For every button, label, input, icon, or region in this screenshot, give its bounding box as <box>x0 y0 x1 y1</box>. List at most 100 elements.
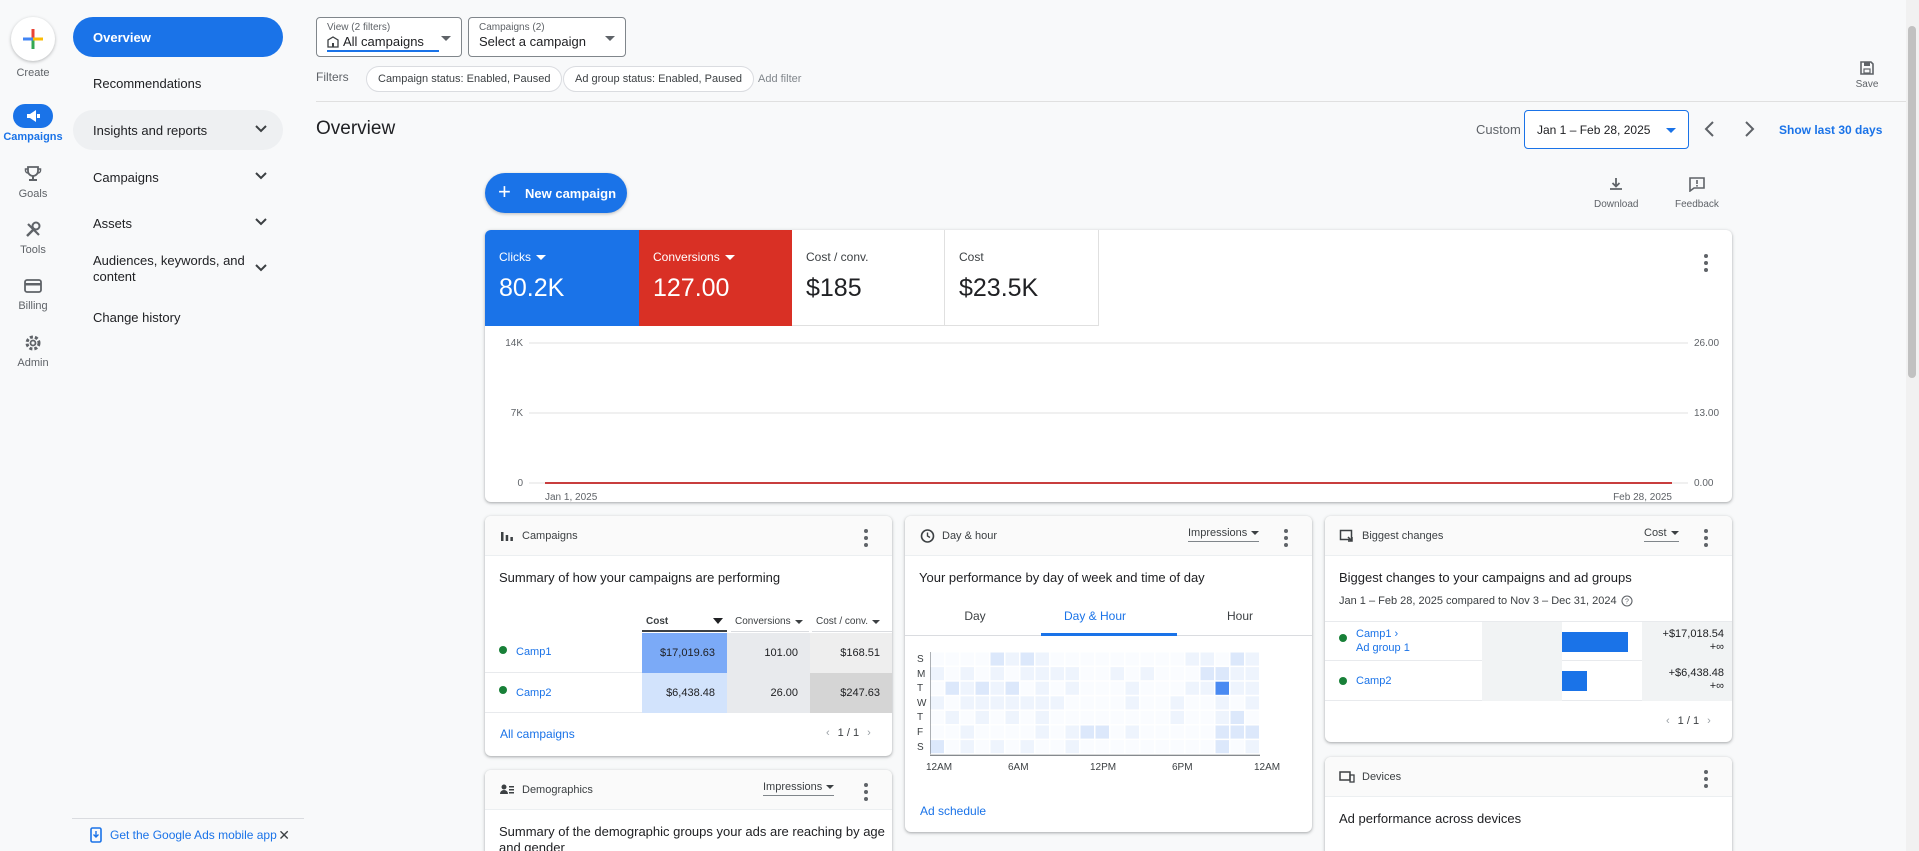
conversions-column-header[interactable]: Conversions <box>731 612 809 632</box>
mobile-app-link[interactable]: Get the Google Ads mobile app <box>110 828 277 842</box>
create-button[interactable] <box>11 17 55 61</box>
cost-metric-tile[interactable]: Cost $23.5K <box>945 230 1099 326</box>
heatmap-cell <box>1110 667 1124 681</box>
new-campaign-button[interactable]: + New campaign <box>485 173 627 213</box>
close-icon[interactable]: ✕ <box>278 826 290 843</box>
chevron-left-icon[interactable]: ‹ <box>826 727 830 739</box>
sidebar-item-campaigns[interactable]: Campaigns <box>73 157 283 197</box>
cost-per-conv-metric-tile[interactable]: Cost / conv. $185 <box>792 230 945 326</box>
mobile-app-banner[interactable]: Get the Google Ads mobile app ✕ <box>72 818 304 851</box>
heatmap-cell <box>1170 710 1184 724</box>
previous-period-icon[interactable] <box>1702 120 1718 138</box>
heatmap-cell <box>1245 667 1259 681</box>
credit-card-icon[interactable] <box>21 275 45 297</box>
metric-dropdown[interactable]: Impressions <box>763 781 835 796</box>
metric-dropdown[interactable]: Impressions <box>1188 527 1260 542</box>
heatmap-cell <box>1095 710 1109 724</box>
more-options-icon[interactable] <box>864 529 868 547</box>
all-campaigns-link[interactable]: All campaigns <box>500 727 575 741</box>
campaign-selector[interactable]: Campaigns (2) Select a campaign <box>468 17 626 57</box>
show-last-30-days-link[interactable]: Show last 30 days <box>1779 123 1883 137</box>
hour-label: 12AM <box>926 762 953 773</box>
conversions-metric-tile[interactable]: Conversions 127.00 <box>639 230 792 326</box>
bar-track-positive <box>1562 622 1642 662</box>
chevron-down-icon <box>255 264 267 272</box>
sidebar-item-recommendations[interactable]: Recommendations <box>73 63 283 103</box>
tab-day-hour[interactable]: Day & Hour <box>1063 609 1127 623</box>
more-options-icon[interactable] <box>1704 254 1708 272</box>
day-hour-card-header: Day & hour Impressions <box>905 516 1312 556</box>
cost-column-header[interactable]: Cost <box>642 612 727 632</box>
heatmap-cell <box>1050 710 1064 724</box>
heatmap-cell <box>975 667 989 681</box>
chevron-right-icon[interactable]: › <box>1707 715 1711 727</box>
scrollbar-track[interactable] <box>1906 0 1919 851</box>
hour-label: 6AM <box>1008 762 1029 773</box>
devices-card: Devices Ad performance across devices <box>1325 757 1732 851</box>
scrollbar-thumb[interactable] <box>1908 26 1916 378</box>
heatmap-cell <box>1200 710 1214 724</box>
tab-hour[interactable]: Hour <box>1226 609 1253 623</box>
day-label: M <box>917 668 926 680</box>
dropdown-value: Impressions <box>763 781 823 793</box>
status-enabled-dot <box>1339 677 1347 685</box>
heatmap-cell <box>1035 710 1049 724</box>
heatmap-cell <box>1215 696 1229 710</box>
heatmap-cell <box>930 725 944 739</box>
people-icon <box>500 784 514 794</box>
campaign-link[interactable]: Camp2 <box>516 687 552 699</box>
status-enabled-dot <box>499 646 507 654</box>
cost-per-conv-value: $185 <box>806 274 862 302</box>
more-options-icon[interactable] <box>864 783 868 801</box>
tab-day[interactable]: Day <box>964 609 986 623</box>
ad-schedule-link[interactable]: Ad schedule <box>920 804 987 818</box>
campaign-status-filter-chip[interactable]: Campaign status: Enabled, Paused <box>366 66 563 92</box>
clicks-metric-tile[interactable]: Clicks 80.2K <box>485 230 639 326</box>
campaign-link[interactable]: Camp2 <box>1356 675 1392 687</box>
sidebar-item-change-history[interactable]: Change history <box>73 297 283 337</box>
dropdown-value: Impressions <box>1188 527 1248 539</box>
table-row[interactable]: Camp2 $6,438.48 26.00 $247.63 <box>485 673 892 713</box>
more-options-icon[interactable] <box>1284 529 1288 547</box>
campaign-link[interactable]: Camp1 › <box>1356 628 1399 640</box>
chevron-left-icon[interactable]: ‹ <box>1666 715 1670 727</box>
date-range-picker[interactable]: Jan 1 – Feb 28, 2025 <box>1524 110 1689 149</box>
tools-icon[interactable] <box>21 219 45 241</box>
campaigns-rail-button[interactable] <box>13 104 53 128</box>
chevron-right-icon[interactable]: › <box>867 727 871 739</box>
view-selector[interactable]: View (2 filters) All campaigns <box>316 17 462 57</box>
table-row[interactable]: Camp2 +$6,438.48 +∞ <box>1325 661 1732 701</box>
sidebar-item-insights[interactable]: Insights and reports <box>73 110 283 150</box>
sidebar-item-audiences[interactable]: Audiences, keywords, and content <box>73 247 283 291</box>
change-bar <box>1562 632 1628 652</box>
compare-icon <box>1339 529 1353 542</box>
gear-icon[interactable] <box>21 332 45 354</box>
ad-group-status-filter-chip[interactable]: Ad group status: Enabled, Paused <box>563 66 754 92</box>
metric-dropdown[interactable]: Cost <box>1644 527 1679 542</box>
more-options-icon[interactable] <box>1704 529 1708 547</box>
add-filter-button[interactable]: Add filter <box>758 73 802 85</box>
trophy-icon[interactable] <box>21 163 45 185</box>
help-icon[interactable]: ? <box>1621 595 1633 607</box>
download-button[interactable]: Download <box>1594 176 1638 210</box>
heatmap-cell <box>1110 681 1124 695</box>
sidebar-item-assets[interactable]: Assets <box>73 203 283 243</box>
dropdown-value: Cost <box>1644 527 1667 539</box>
save-button[interactable]: Save <box>1854 60 1880 90</box>
heatmap-cell <box>1050 652 1064 666</box>
feedback-button[interactable]: Feedback <box>1675 176 1719 210</box>
column-header-label: Cost <box>646 615 669 627</box>
more-options-icon[interactable] <box>1704 770 1708 788</box>
heatmap-cell <box>1110 696 1124 710</box>
cost-cell: $17,019.63 <box>642 633 727 673</box>
sidebar-item-overview[interactable]: Overview <box>73 17 283 57</box>
heatmap-cell <box>1080 696 1094 710</box>
ad-group-link[interactable]: Ad group 1 <box>1356 642 1410 654</box>
next-period-icon[interactable] <box>1741 120 1757 138</box>
campaign-link[interactable]: Camp1 <box>516 646 552 658</box>
heatmap-cell <box>1125 696 1139 710</box>
table-row[interactable]: Camp1 › Ad group 1 +$17,018.54 +∞ <box>1325 621 1732 662</box>
table-row[interactable]: Camp1 $17,019.63 101.00 $168.51 <box>485 633 892 673</box>
phone-icon <box>90 827 102 843</box>
cost-per-conv-column-header[interactable]: Cost / conv. <box>812 612 892 632</box>
